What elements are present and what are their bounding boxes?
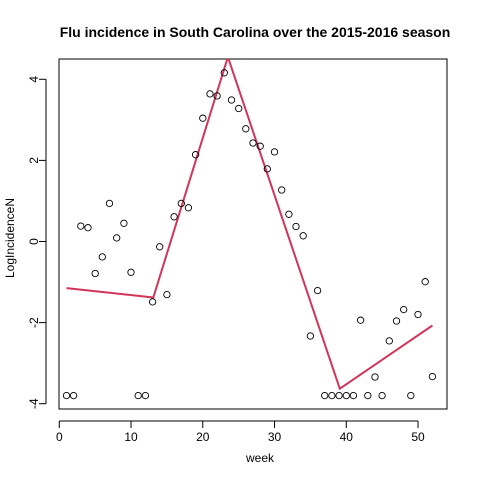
data-point bbox=[199, 114, 207, 122]
x-axis-label: week bbox=[245, 451, 275, 465]
data-point bbox=[306, 332, 315, 340]
data-point bbox=[378, 391, 386, 400]
data-point bbox=[285, 210, 293, 218]
plot-border bbox=[58, 58, 448, 410]
x-tick-label: 10 bbox=[124, 430, 138, 444]
data-points bbox=[62, 69, 437, 400]
fit-line bbox=[66, 59, 433, 391]
data-point bbox=[278, 186, 286, 194]
data-point bbox=[105, 199, 114, 208]
data-point bbox=[349, 391, 358, 400]
data-point bbox=[220, 69, 228, 77]
data-point bbox=[206, 90, 214, 98]
data-point bbox=[170, 213, 178, 221]
data-point bbox=[249, 139, 257, 147]
data-point bbox=[113, 234, 121, 242]
x-tick-label: 0 bbox=[56, 430, 63, 444]
data-point bbox=[191, 151, 200, 159]
data-point bbox=[421, 278, 429, 286]
data-point bbox=[256, 142, 264, 150]
data-point bbox=[69, 391, 78, 400]
x-tick-label: 20 bbox=[196, 430, 210, 444]
data-point bbox=[62, 391, 71, 400]
data-point bbox=[321, 391, 329, 400]
y-axis: -4 -2 0 2 4 bbox=[27, 76, 47, 409]
x-tick-label: 50 bbox=[411, 430, 425, 444]
data-point bbox=[134, 391, 142, 400]
data-point bbox=[270, 148, 279, 156]
data-point bbox=[292, 222, 300, 231]
data-point bbox=[84, 224, 92, 232]
data-point bbox=[392, 317, 401, 325]
x-axis: 0 10 20 30 40 50 bbox=[56, 420, 425, 444]
data-point bbox=[98, 253, 106, 261]
y-tick-label: 4 bbox=[27, 76, 41, 83]
plot-frame bbox=[58, 58, 448, 410]
data-point bbox=[163, 290, 171, 299]
fit-line-group bbox=[66, 59, 433, 391]
data-point bbox=[235, 104, 243, 113]
data-point bbox=[127, 268, 135, 276]
data-point bbox=[148, 298, 157, 306]
data-point bbox=[385, 337, 393, 345]
data-point bbox=[77, 222, 85, 230]
data-point bbox=[91, 269, 99, 278]
x-tick-label: 30 bbox=[268, 430, 282, 444]
data-point bbox=[227, 96, 236, 104]
data-point bbox=[364, 391, 372, 400]
chart-title: Flu incidence in South Carolina over the… bbox=[60, 24, 451, 40]
y-tick-label: 0 bbox=[27, 238, 41, 245]
data-point bbox=[371, 373, 379, 381]
y-tick-label: -2 bbox=[27, 317, 41, 328]
y-axis-label: LogIncidenceN bbox=[3, 198, 17, 278]
data-point bbox=[184, 204, 193, 212]
y-tick-label: 2 bbox=[27, 157, 41, 164]
data-point bbox=[342, 391, 350, 400]
data-point bbox=[407, 391, 415, 400]
x-tick-label: 40 bbox=[340, 430, 354, 444]
data-point bbox=[400, 305, 408, 314]
data-point bbox=[414, 310, 422, 319]
data-point bbox=[299, 232, 307, 240]
data-point bbox=[177, 199, 185, 208]
data-point bbox=[242, 125, 250, 133]
data-point bbox=[428, 372, 437, 381]
data-point bbox=[213, 92, 221, 100]
data-point bbox=[156, 243, 164, 251]
data-point bbox=[120, 219, 128, 227]
data-point bbox=[263, 165, 271, 173]
data-point bbox=[141, 391, 150, 400]
data-point bbox=[335, 391, 343, 400]
data-point bbox=[328, 391, 336, 400]
data-point bbox=[356, 316, 365, 324]
y-tick-label: -4 bbox=[27, 398, 41, 409]
data-point bbox=[313, 286, 322, 295]
